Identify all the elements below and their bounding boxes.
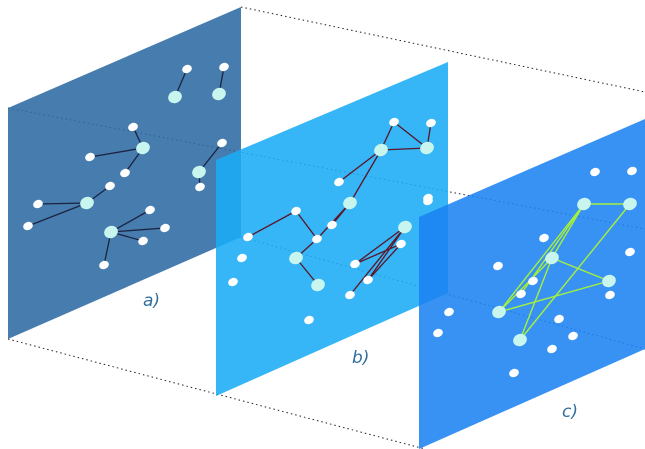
node-b-19 <box>228 277 238 287</box>
node-b-8 <box>312 234 322 244</box>
edge-b-9 <box>247 210 297 238</box>
node-a-4 <box>128 122 138 132</box>
node-b-7 <box>327 220 337 230</box>
node-c-4 <box>423 196 433 206</box>
node-b-1 <box>426 118 436 128</box>
node-c-17 <box>568 331 578 341</box>
panel-b-label: b) <box>352 348 369 368</box>
nodes-c <box>423 166 637 378</box>
node-b-12 <box>311 278 325 292</box>
edge-a-8 <box>110 209 151 233</box>
node-a-0 <box>182 64 192 74</box>
node-c-20 <box>509 368 519 378</box>
edge-c-1 <box>551 203 585 259</box>
node-b-17 <box>345 290 355 300</box>
node-b-5 <box>343 196 357 210</box>
node-a-13 <box>160 223 170 233</box>
node-b-9 <box>243 232 253 242</box>
node-a-10 <box>33 199 43 209</box>
edge-c-2 <box>551 257 610 282</box>
node-a-16 <box>99 260 109 270</box>
node-c-10 <box>516 289 526 299</box>
node-c-18 <box>433 328 443 338</box>
node-c-16 <box>513 333 527 347</box>
node-b-10 <box>289 251 303 265</box>
node-b-3 <box>420 141 434 155</box>
node-b-14 <box>398 220 412 234</box>
edge-b-13 <box>367 226 406 281</box>
node-a-2 <box>219 62 229 72</box>
panel-a: a) <box>8 7 241 339</box>
node-b-6 <box>291 206 301 216</box>
node-b-15 <box>396 239 406 249</box>
edge-c-3 <box>498 257 553 313</box>
node-c-19 <box>547 344 557 354</box>
node-b-20 <box>304 315 314 325</box>
frame-top-line <box>240 6 645 93</box>
node-a-18 <box>192 165 206 179</box>
node-c-8 <box>625 247 635 257</box>
node-a-5 <box>136 141 150 155</box>
edge-b-15 <box>367 243 402 281</box>
panel-b: b) <box>216 62 448 396</box>
node-a-3 <box>212 87 226 101</box>
edge-a-3 <box>89 147 144 158</box>
node-c-12 <box>605 290 615 300</box>
node-a-15 <box>138 236 148 246</box>
node-c-14 <box>444 307 454 317</box>
node-a-19 <box>195 182 205 192</box>
node-a-7 <box>120 168 130 178</box>
edge-b-12 <box>354 226 406 265</box>
edge-b-14 <box>349 226 406 296</box>
node-b-16 <box>363 275 373 285</box>
edge-b-3 <box>380 147 428 151</box>
node-b-2 <box>374 143 388 157</box>
edge-b-5 <box>349 149 382 204</box>
node-a-8 <box>105 181 115 191</box>
edge-a-6 <box>37 202 88 205</box>
node-c-7 <box>493 261 503 271</box>
edges-c <box>498 203 631 341</box>
node-c-2 <box>577 197 591 211</box>
edge-c-4 <box>519 257 553 341</box>
panel-a-label: a) <box>143 291 160 311</box>
node-c-3 <box>623 197 637 211</box>
panel-c-label: c) <box>562 402 578 422</box>
node-c-11 <box>528 276 538 286</box>
node-a-6 <box>85 152 95 162</box>
node-c-15 <box>554 314 564 324</box>
panel-c: c) <box>419 119 645 449</box>
node-c-5 <box>539 233 549 243</box>
edge-a-7 <box>27 202 88 227</box>
edge-c-6 <box>498 203 585 313</box>
node-a-9 <box>80 196 94 210</box>
nodes-a <box>23 62 229 270</box>
node-c-0 <box>590 167 600 177</box>
nodes-b <box>228 117 436 325</box>
edge-b-0 <box>393 121 428 149</box>
node-a-11 <box>23 221 33 231</box>
node-c-1 <box>627 166 637 176</box>
edge-b-8 <box>295 210 318 240</box>
edge-b-16 <box>354 243 402 265</box>
node-c-9 <box>602 274 616 288</box>
edge-c-8 <box>498 280 610 313</box>
node-a-17 <box>217 138 227 148</box>
node-b-13 <box>350 259 360 269</box>
edge-b-4 <box>338 149 382 183</box>
node-c-13 <box>492 305 506 319</box>
node-b-0 <box>389 117 399 127</box>
edge-a-9 <box>110 227 166 233</box>
node-b-4 <box>334 177 344 187</box>
node-a-1 <box>168 90 182 104</box>
node-a-12 <box>145 205 155 215</box>
node-a-14 <box>104 225 118 239</box>
edge-c-7 <box>519 203 631 341</box>
node-b-11 <box>237 253 247 263</box>
node-c-6 <box>545 251 559 265</box>
